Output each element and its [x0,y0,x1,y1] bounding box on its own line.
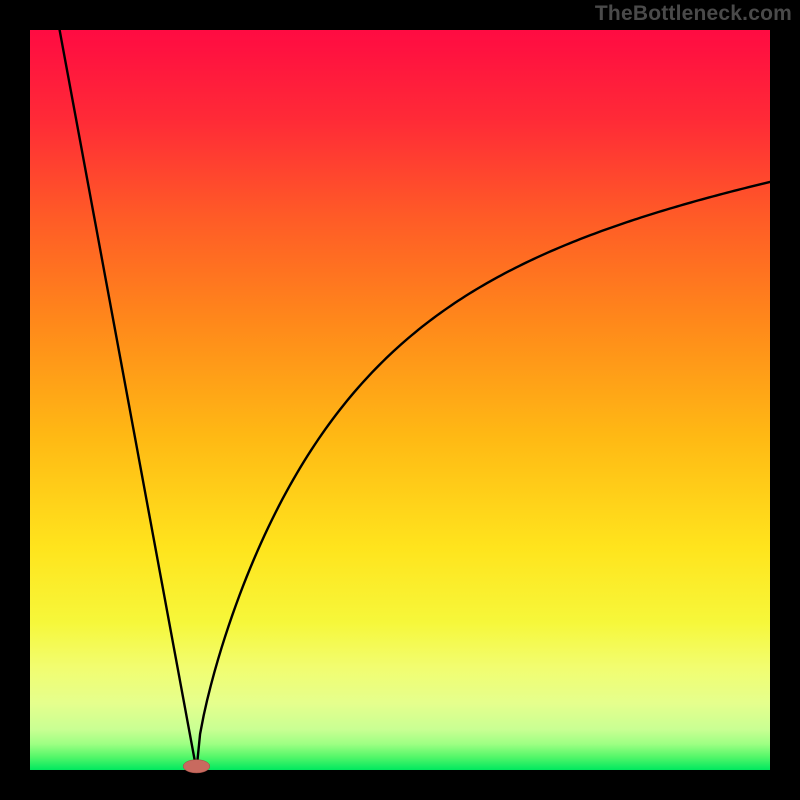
bottleneck-chart [0,0,800,800]
chart-container: TheBottleneck.com [0,0,800,800]
optimal-point-marker [183,760,210,773]
plot-gradient-background [30,30,770,770]
watermark-text: TheBottleneck.com [595,2,792,26]
